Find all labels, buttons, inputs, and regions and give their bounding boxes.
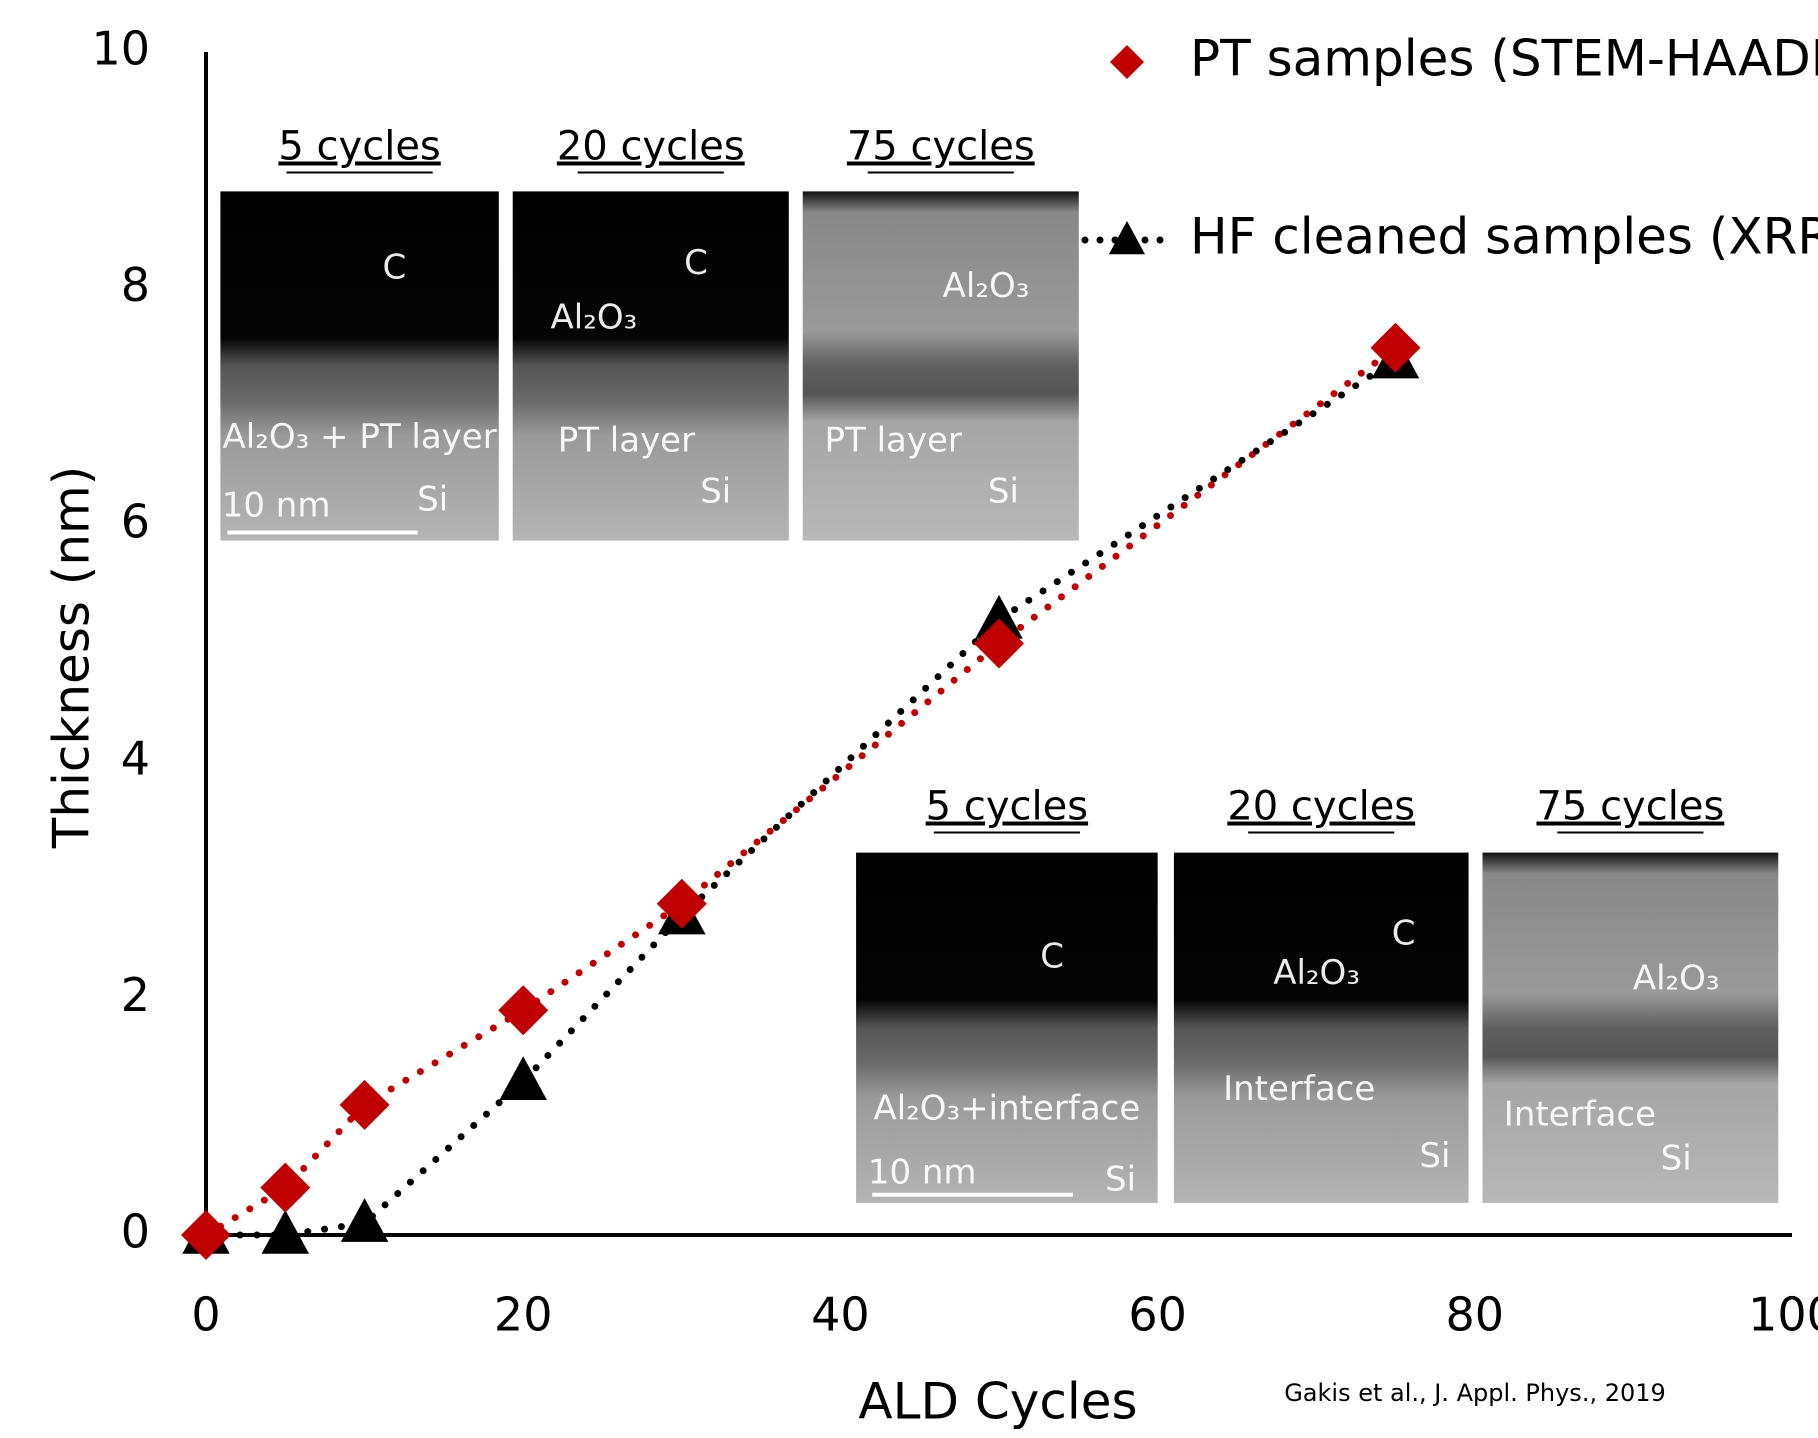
x-tick-label: 80 — [1446, 1288, 1505, 1342]
inset-title: 20 cycles — [1227, 784, 1415, 830]
y-tick-label: 0 — [121, 1205, 150, 1259]
inset-label: Si — [1661, 1139, 1692, 1179]
inset-label: Interface — [1504, 1094, 1656, 1134]
inset-label: Al₂O₃ — [551, 298, 638, 338]
inset-label: 10 nm — [222, 485, 331, 525]
inset-label: 10 nm — [868, 1152, 977, 1192]
x-tick-label: 20 — [494, 1288, 553, 1342]
y-tick-label: 6 — [121, 495, 150, 549]
inset-title: 75 cycles — [847, 123, 1035, 169]
inset-label: Al₂O₃ + PT layer — [222, 417, 496, 457]
x-axis-title: ALD Cycles — [858, 1373, 1137, 1431]
inset-label: Si — [417, 480, 448, 520]
inset-label: Al₂O₃ — [943, 266, 1030, 306]
tem-image — [1482, 852, 1779, 1203]
diamond-marker — [1370, 322, 1421, 373]
diamond-marker — [339, 1079, 390, 1130]
inset-label: Si — [1105, 1159, 1136, 1199]
inset-label: Interface — [1223, 1069, 1375, 1109]
diamond-marker — [1110, 45, 1144, 79]
y-tick-label: 2 — [121, 968, 150, 1022]
inset-label: Si — [700, 472, 731, 512]
y-tick-label: 8 — [121, 258, 150, 312]
x-tick-label: 60 — [1128, 1288, 1187, 1342]
y-tick-label: 4 — [121, 731, 150, 785]
diamond-marker — [181, 1210, 231, 1260]
triangle-marker — [975, 594, 1023, 639]
inset-label: Si — [1419, 1136, 1450, 1176]
triangle-marker — [340, 1198, 389, 1242]
diamond-marker — [498, 985, 549, 1036]
diamond-marker — [974, 618, 1024, 669]
y-axis-title: Thickness (nm) — [43, 466, 101, 849]
inset-title: 20 cycles — [557, 123, 745, 169]
inset-label: Si — [988, 472, 1019, 512]
tem-image — [1173, 852, 1469, 1203]
inset-title: 5 cycles — [926, 784, 1088, 830]
x-tick-label: 40 — [811, 1288, 870, 1342]
legend-label: HF cleaned samples (XRR) — [1190, 208, 1818, 266]
tem-image — [512, 191, 789, 541]
x-tick-label: 100 — [1748, 1288, 1818, 1342]
inset-label: Al₂O₃+interface — [873, 1089, 1140, 1129]
x-tick-label: 0 — [191, 1288, 220, 1342]
triangle-marker — [261, 1210, 310, 1254]
inset-title: 75 cycles — [1536, 784, 1724, 830]
tem-image — [856, 852, 1158, 1203]
citation: Gakis et al., J. Appl. Phys., 2019 — [1284, 1379, 1666, 1407]
inset-label: Al₂O₃ — [1273, 953, 1360, 993]
inset-label: C — [684, 243, 708, 283]
inset-label: C — [1040, 937, 1064, 977]
diamond-marker — [260, 1162, 311, 1213]
triangle-marker — [1108, 221, 1146, 255]
inset-label: C — [383, 248, 407, 288]
tem-image — [220, 191, 499, 541]
diamond-marker — [656, 878, 707, 929]
inset-label: PT layer — [825, 420, 962, 460]
y-tick-label: 10 — [91, 22, 150, 76]
inset-label: C — [1392, 913, 1416, 953]
inset-title: 5 cycles — [278, 123, 440, 169]
legend-label: PT samples (STEM-HAADF) — [1190, 30, 1818, 88]
triangle-marker — [499, 1056, 547, 1100]
tem-image — [802, 191, 1079, 541]
inset-label: Al₂O₃ — [1633, 959, 1720, 999]
inset-label: PT layer — [558, 420, 695, 460]
